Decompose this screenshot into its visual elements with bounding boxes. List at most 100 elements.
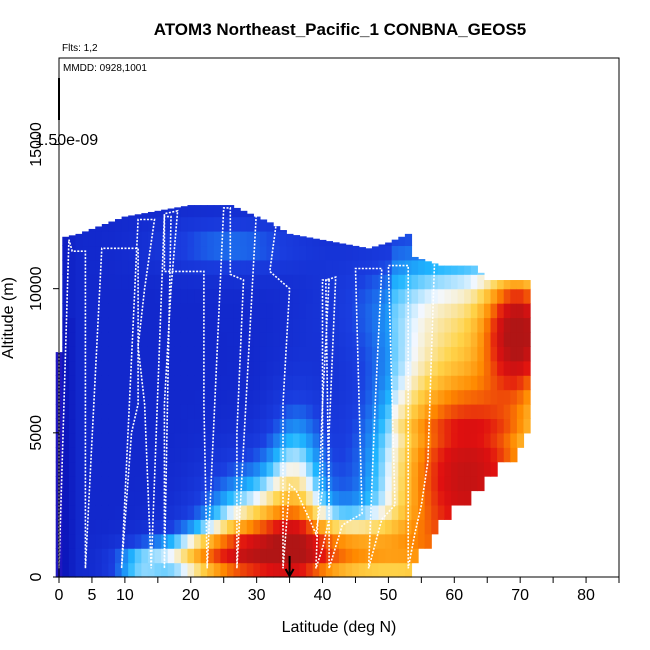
heatmap-cell — [345, 274, 353, 290]
heatmap-cell — [490, 303, 498, 319]
heatmap-cell — [108, 317, 116, 333]
heatmap-cell — [385, 317, 393, 333]
heatmap-cell — [385, 389, 393, 405]
heatmap-cell — [266, 476, 274, 492]
heatmap-cell — [457, 274, 465, 290]
heatmap-cell — [259, 346, 268, 362]
heatmap-cell — [503, 317, 511, 333]
heatmap-cell — [167, 360, 175, 376]
heatmap-cell — [444, 303, 452, 319]
heatmap-cell — [332, 461, 340, 477]
heatmap-cell — [470, 288, 478, 304]
heatmap-cell — [121, 562, 129, 578]
heatmap-cell — [253, 404, 261, 420]
heatmap-cell — [497, 303, 505, 319]
heatmap-cell — [88, 548, 96, 564]
heatmap-cell — [378, 259, 386, 275]
heatmap-cell — [286, 447, 294, 463]
heatmap-cell — [167, 562, 175, 578]
heatmap-cell — [431, 447, 439, 463]
heatmap-cell — [273, 476, 281, 492]
heatmap-cell — [490, 360, 498, 376]
heatmap-cell — [174, 447, 182, 463]
heatmap-cell — [457, 265, 465, 275]
heatmap-cell — [464, 375, 472, 391]
heatmap-cell — [108, 461, 116, 477]
heatmap-cell — [503, 418, 511, 434]
heatmap-cell — [266, 274, 274, 290]
heatmap-cell — [266, 504, 274, 520]
heatmap-cell — [115, 519, 123, 535]
heatmap-cell — [279, 231, 287, 247]
heatmap-cell — [497, 404, 505, 420]
heatmap-cell — [147, 404, 156, 420]
heatmap-cell — [194, 375, 202, 391]
heatmap-cell — [325, 418, 334, 434]
heatmap-cell — [88, 228, 96, 232]
heatmap-cell — [68, 360, 77, 376]
heatmap-cell — [339, 562, 347, 578]
heatmap-cell — [352, 389, 360, 405]
heatmap-cell — [115, 432, 123, 448]
heatmap-cell — [457, 331, 465, 347]
heatmap-cell — [424, 404, 432, 420]
heatmap-cell — [128, 389, 136, 405]
heatmap-cell — [95, 317, 103, 333]
heatmap-cell — [339, 360, 347, 376]
heatmap-cell — [253, 245, 261, 261]
heatmap-cell — [424, 317, 432, 333]
heatmap-cell — [477, 346, 485, 362]
heatmap-cell — [273, 231, 281, 247]
heatmap-cell — [174, 317, 182, 333]
heatmap-cell — [141, 375, 149, 391]
heatmap-cell — [286, 233, 294, 247]
heatmap-cell — [154, 331, 162, 347]
heatmap-cell — [207, 533, 215, 549]
heatmap-cell — [510, 404, 518, 420]
heatmap-cell — [444, 375, 452, 391]
heatmap-cell — [490, 432, 498, 448]
heatmap-cell — [128, 504, 136, 520]
heatmap-cell — [227, 447, 235, 463]
heatmap-cell — [141, 389, 149, 405]
heatmap-cell — [385, 360, 393, 376]
heatmap-cell — [483, 461, 492, 477]
heatmap-cell — [101, 317, 110, 333]
heatmap-cell — [200, 519, 208, 535]
heatmap-cell — [477, 404, 485, 420]
heatmap-cell — [161, 375, 169, 391]
heatmap-cell — [332, 242, 340, 247]
heatmap-cell — [141, 504, 149, 520]
heatmap-cell — [161, 490, 169, 506]
heatmap-cell — [200, 360, 208, 376]
heatmap-cell — [470, 461, 478, 477]
heatmap-cell — [391, 562, 399, 578]
heatmap-cell — [194, 519, 202, 535]
heatmap-cell — [240, 519, 248, 535]
heatmap-cell — [68, 548, 77, 564]
heatmap-cell — [464, 303, 472, 319]
heatmap-cell — [477, 447, 485, 463]
heatmap-cell — [220, 303, 228, 319]
heatmap-cell — [259, 375, 268, 391]
heatmap-cell — [108, 504, 116, 520]
heatmap-cell — [325, 331, 334, 347]
heatmap-cell — [101, 346, 110, 362]
heatmap-cell — [207, 432, 215, 448]
heatmap-cell — [121, 288, 129, 304]
heatmap-cell — [510, 288, 518, 304]
heatmap-cell — [510, 375, 518, 391]
heatmap-cell — [266, 519, 274, 535]
heatmap-cell — [88, 432, 96, 448]
heatmap-cell — [246, 331, 254, 347]
heatmap-cell — [121, 490, 129, 506]
heatmap-cell — [391, 389, 399, 405]
heatmap-cell — [121, 461, 129, 477]
heatmap-cell — [339, 461, 347, 477]
heatmap-cell — [325, 346, 334, 362]
heatmap-cell — [266, 375, 274, 391]
heatmap-cell — [444, 274, 452, 290]
heatmap-cell — [352, 375, 360, 391]
heatmap-cell — [194, 259, 202, 275]
heatmap-cell — [240, 231, 248, 247]
